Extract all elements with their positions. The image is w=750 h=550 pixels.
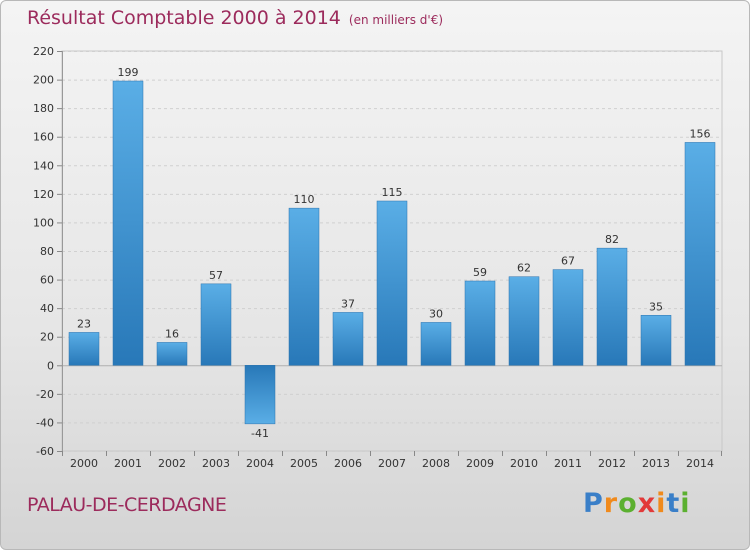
logo-letter: r bbox=[603, 488, 619, 519]
bar-2010 bbox=[508, 276, 540, 366]
x-tick-label-2008: 2008 bbox=[422, 457, 450, 470]
logo-letter: x bbox=[637, 488, 657, 519]
y-tick-label: 20 bbox=[40, 331, 54, 344]
bar-2012 bbox=[596, 247, 628, 366]
x-tick-label-2009: 2009 bbox=[466, 457, 494, 470]
bar-layer bbox=[68, 80, 716, 425]
chart-title-text: Résultat Comptable 2000 à 2014 bbox=[27, 7, 341, 29]
x-tick-label-2002: 2002 bbox=[158, 457, 186, 470]
bar-2006 bbox=[332, 312, 364, 366]
data-label-2013: 35 bbox=[649, 300, 663, 313]
y-tick-label: 60 bbox=[40, 274, 54, 287]
y-tick-label: 40 bbox=[40, 302, 54, 315]
data-label-2004: -41 bbox=[251, 427, 269, 440]
data-label-2000: 23 bbox=[77, 317, 91, 330]
chart-title: Résultat Comptable 2000 à 2014 (en millie… bbox=[27, 7, 443, 29]
x-tick-label-2013: 2013 bbox=[642, 457, 670, 470]
data-label-2006: 37 bbox=[341, 297, 355, 310]
bar-2008 bbox=[420, 322, 452, 366]
y-tick-label: 140 bbox=[33, 159, 54, 172]
x-tick-label-2005: 2005 bbox=[290, 457, 318, 470]
proxiti-logo[interactable]: Proxiti bbox=[583, 488, 691, 519]
data-label-2012: 82 bbox=[605, 233, 619, 246]
x-tick-label-2001: 2001 bbox=[114, 457, 142, 470]
y-tick-label: 80 bbox=[40, 245, 54, 258]
y-tick-label: 200 bbox=[33, 74, 54, 87]
bar-2013 bbox=[640, 315, 672, 366]
x-tick-label-2003: 2003 bbox=[202, 457, 230, 470]
bar-2005 bbox=[288, 207, 320, 366]
data-label-2009: 59 bbox=[473, 266, 487, 279]
x-tick-label-2006: 2006 bbox=[334, 457, 362, 470]
y-tick-label: -20 bbox=[36, 388, 54, 401]
bar-2001 bbox=[112, 80, 144, 366]
label-layer: 220200180160140120100806040200-20-40-602… bbox=[33, 45, 714, 470]
bar-2011 bbox=[552, 269, 584, 366]
data-label-2001: 199 bbox=[118, 66, 139, 79]
commune-name: PALAU-DE-CERDAGNE bbox=[27, 494, 227, 516]
x-tick-label-2004: 2004 bbox=[246, 457, 274, 470]
y-tick-label: 180 bbox=[33, 102, 54, 115]
x-tick-label-2000: 2000 bbox=[70, 457, 98, 470]
logo-letter: P bbox=[583, 488, 604, 519]
data-label-2002: 16 bbox=[165, 327, 179, 340]
x-tick-label-2010: 2010 bbox=[510, 457, 538, 470]
logo-letter: t bbox=[666, 488, 681, 519]
data-label-2014: 156 bbox=[690, 127, 711, 140]
data-label-2005: 110 bbox=[294, 193, 315, 206]
bar-2014 bbox=[684, 142, 716, 366]
x-tick-label-2012: 2012 bbox=[598, 457, 626, 470]
x-tick-label-2014: 2014 bbox=[686, 457, 714, 470]
data-label-2011: 67 bbox=[561, 255, 575, 268]
bar-2002 bbox=[156, 342, 188, 366]
x-tick-label-2007: 2007 bbox=[378, 457, 406, 470]
data-label-2008: 30 bbox=[429, 307, 443, 320]
data-label-2007: 115 bbox=[382, 186, 403, 199]
bar-2003 bbox=[200, 283, 232, 366]
y-tick-label: 0 bbox=[47, 359, 54, 372]
y-tick-label: 220 bbox=[33, 45, 54, 58]
y-tick-label: -40 bbox=[36, 416, 54, 429]
logo-letter: i bbox=[680, 488, 691, 519]
data-label-2003: 57 bbox=[209, 269, 223, 282]
bar-2007 bbox=[376, 200, 408, 366]
logo-letter: i bbox=[656, 488, 667, 519]
x-tick-label-2011: 2011 bbox=[554, 457, 582, 470]
bar-2009 bbox=[464, 280, 496, 366]
bar-2004 bbox=[244, 365, 276, 425]
chart-unit-label: (en milliers d'€) bbox=[348, 13, 444, 27]
y-tick-label: 160 bbox=[33, 131, 54, 144]
data-label-2010: 62 bbox=[517, 262, 531, 275]
y-tick-label: 100 bbox=[33, 216, 54, 229]
logo-letter: o bbox=[618, 488, 638, 519]
y-tick-label: -60 bbox=[36, 445, 54, 458]
y-tick-label: 120 bbox=[33, 188, 54, 201]
bar-2000 bbox=[68, 332, 100, 366]
